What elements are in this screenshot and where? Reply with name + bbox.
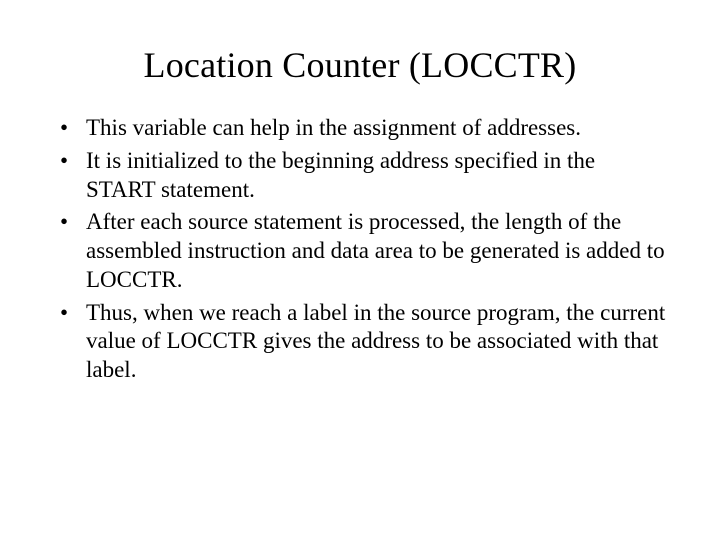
bullet-item: This variable can help in the assignment… [50,114,670,143]
slide-container: Location Counter (LOCCTR) This variable … [0,0,720,540]
bullet-item: It is initialized to the beginning addre… [50,147,670,205]
bullet-item: After each source statement is processed… [50,208,670,294]
slide-title: Location Counter (LOCCTR) [50,44,670,86]
bullet-item: Thus, when we reach a label in the sourc… [50,299,670,385]
bullet-list: This variable can help in the assignment… [50,114,670,385]
